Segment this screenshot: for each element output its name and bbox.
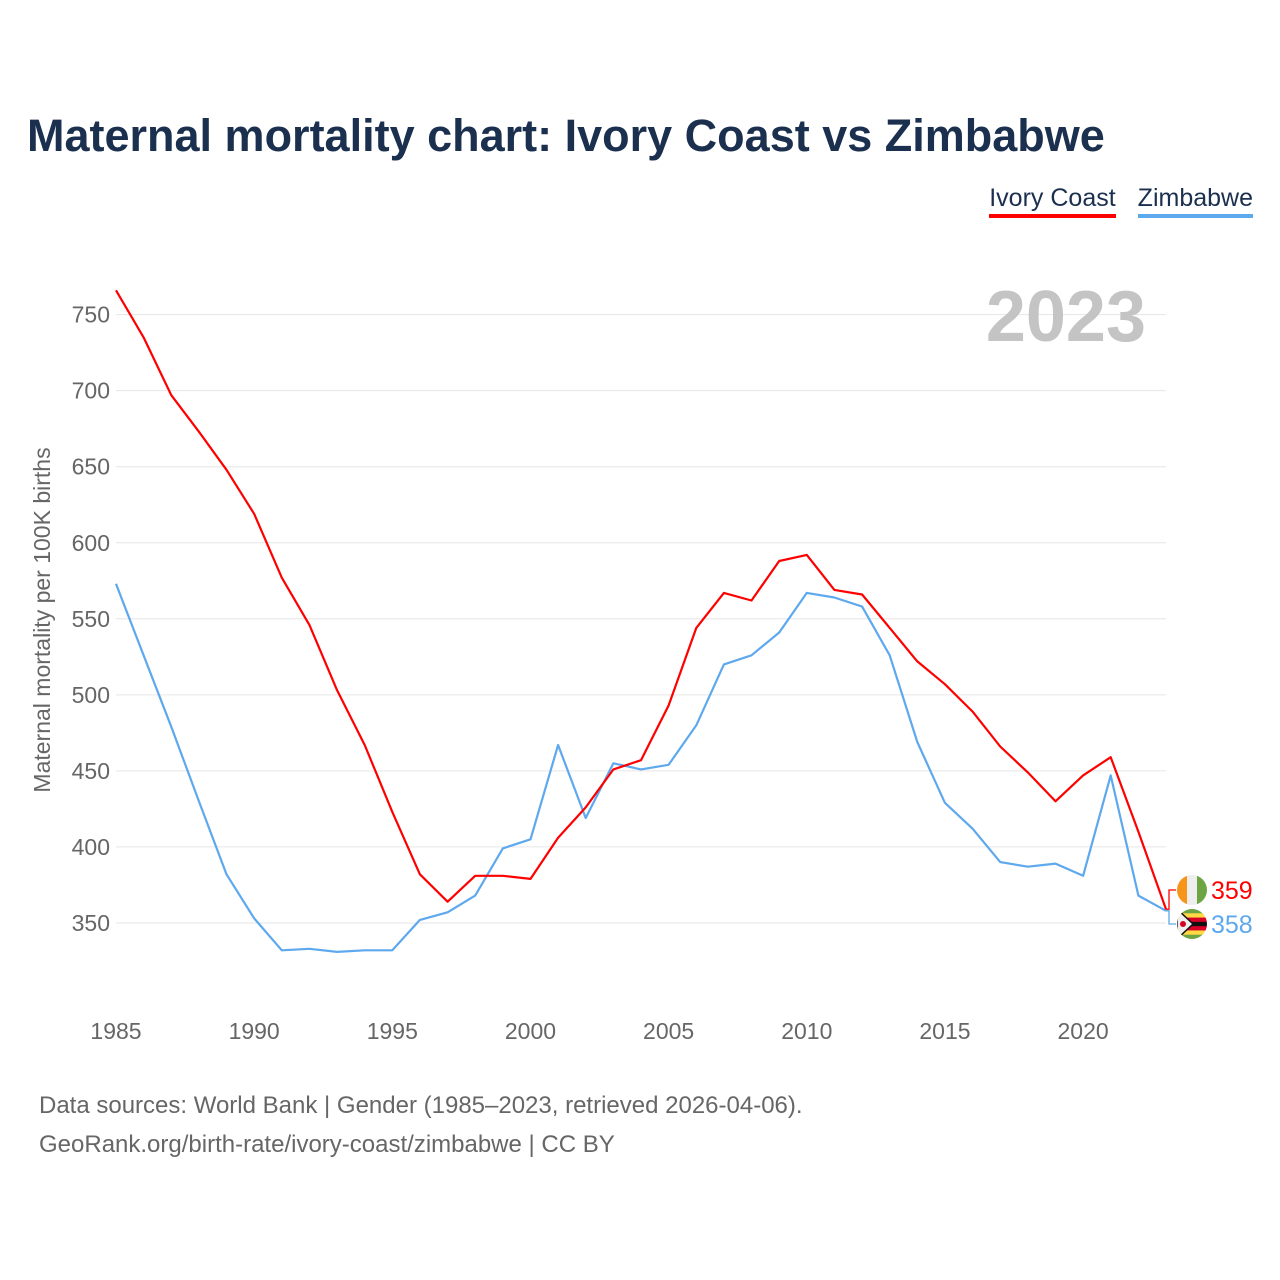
flag-stripe — [1177, 917, 1207, 923]
end-value-label: 359 — [1211, 877, 1253, 905]
flag-body — [1177, 875, 1207, 905]
y-tick-label: 450 — [72, 758, 110, 784]
x-tick-label: 2010 — [781, 1018, 832, 1044]
y-tick-label: 500 — [72, 682, 110, 708]
footer: Data sources: World Bank | Gender (1985–… — [39, 1086, 803, 1164]
flag-stripe — [1177, 934, 1207, 939]
x-tick-label: 2020 — [1058, 1018, 1109, 1044]
legend-zimbabwe[interactable]: Zimbabwe — [1137, 184, 1253, 218]
flag-star — [1180, 921, 1186, 927]
y-tick-label: 350 — [72, 910, 110, 936]
y-tick-label: 400 — [72, 834, 110, 860]
flag-stripe — [1177, 926, 1207, 931]
y-tick-label: 550 — [72, 606, 110, 632]
flag-green — [1197, 875, 1207, 905]
end-label-connector — [1166, 910, 1176, 925]
year-watermark: 2023 — [986, 277, 1146, 357]
series-line-zimbabwe — [114, 583, 1167, 954]
flag-orange — [1177, 875, 1187, 905]
end-label-connector — [1166, 889, 1176, 910]
x-tick-label: 2000 — [505, 1018, 556, 1044]
flag-body — [1177, 909, 1207, 939]
x-tick-label: 2015 — [919, 1018, 970, 1044]
y-tick-label: 650 — [72, 454, 110, 480]
series-line-ivory-coast — [115, 289, 1168, 910]
flag-stripe — [1177, 913, 1207, 919]
flag-white — [1187, 875, 1197, 905]
y-tick-label: 700 — [72, 378, 110, 404]
x-tick-label: 1995 — [367, 1018, 418, 1044]
footer-source: Data sources: World Bank | Gender (1985–… — [39, 1092, 803, 1119]
x-tick-label: 1985 — [90, 1018, 141, 1044]
flag-stripe — [1177, 930, 1207, 936]
y-tick-label: 600 — [72, 530, 110, 556]
legend: Ivory Coast Zimbabwe — [989, 184, 1253, 218]
chart-title: Maternal mortality chart: Ivory Coast vs… — [27, 110, 1105, 161]
x-tick-label: 2005 — [643, 1018, 694, 1044]
ivory-coast-flag-icon — [1177, 875, 1207, 905]
flag-stripe — [1177, 909, 1207, 914]
zimbabwe-flag-icon — [1177, 909, 1207, 939]
legend-ivory-coast[interactable]: Ivory Coast — [989, 184, 1116, 218]
y-tick-label: 750 — [72, 302, 110, 328]
end-value-label: 358 — [1211, 911, 1253, 939]
footer-url[interactable]: GeoRank.org/birth-rate/ivory-coast/zimba… — [39, 1131, 615, 1158]
x-tick-label: 1990 — [229, 1018, 280, 1044]
y-axis-label: Maternal mortality per 100K births — [29, 447, 55, 792]
